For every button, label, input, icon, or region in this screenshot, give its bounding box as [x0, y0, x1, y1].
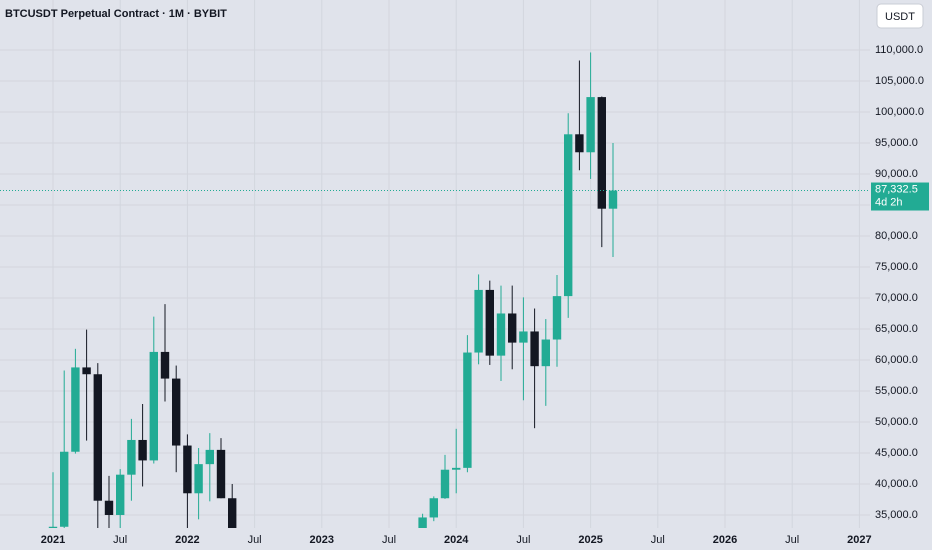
candle-body	[172, 378, 181, 446]
x-tick-label: Jul	[785, 534, 799, 546]
candle-body	[564, 134, 573, 297]
y-tick-label: 70,000.0	[875, 292, 918, 304]
x-tick-label: Jul	[248, 534, 262, 546]
candle-body	[496, 313, 506, 356]
candle-body	[586, 97, 595, 153]
last-price-box	[871, 182, 929, 211]
x-tick-label: Jul	[382, 534, 396, 546]
candle-body	[608, 190, 618, 209]
x-tick-label: 2022	[175, 534, 199, 546]
candle-body	[104, 500, 114, 515]
candle-body	[485, 289, 494, 356]
x-tick-label: Jul	[651, 534, 665, 546]
currency-label[interactable]: USDT	[885, 11, 915, 23]
candle-body	[429, 498, 438, 518]
candle-body	[216, 449, 226, 499]
candle-body	[71, 367, 80, 452]
currency-button[interactable]	[876, 3, 924, 29]
candle-body	[82, 367, 91, 375]
candle-body	[552, 296, 562, 340]
x-tick-label: 2025	[578, 534, 602, 546]
candle-body	[160, 351, 170, 379]
x-tick-label: Jul	[516, 534, 530, 546]
y-tick-label: 100,000.0	[875, 106, 924, 118]
y-tick-label: 75,000.0	[875, 261, 918, 273]
chart-title: BTCUSDT Perpetual Contract · 1M · BYBIT	[5, 8, 227, 20]
candle-body	[48, 526, 58, 528]
countdown-label: 4d 2h	[875, 196, 903, 208]
y-tick-label: 40,000.0	[875, 478, 918, 490]
candle-body	[519, 331, 528, 343]
y-tick-label: 35,000.0	[875, 509, 918, 521]
y-tick-label: 65,000.0	[875, 323, 918, 335]
candle-body	[149, 351, 158, 461]
y-tick-label: 50,000.0	[875, 416, 918, 428]
candle-body	[60, 451, 69, 527]
candle-body	[463, 352, 472, 468]
candle-body	[597, 97, 606, 209]
candle-body	[183, 445, 192, 494]
y-tick-label: 60,000.0	[875, 354, 918, 366]
y-tick-label: 110,000.0	[875, 44, 923, 56]
y-tick-label: 45,000.0	[875, 447, 918, 459]
x-tick-label: Jul	[113, 534, 127, 546]
x-tick-label: 2024	[444, 534, 469, 546]
candle-body	[138, 439, 147, 461]
candle-body	[205, 449, 214, 465]
axes: 35,000.0 40,000.0 45,000.0 50,000.0 55,000.0…	[41, 44, 929, 546]
candle-body	[541, 339, 550, 367]
candle-body	[418, 517, 427, 528]
y-tick-label: 80,000.0	[875, 230, 918, 242]
candle-body	[474, 289, 483, 353]
y-tick-label: 105,000.0	[875, 75, 924, 87]
candle-body	[194, 464, 203, 494]
candle-body	[508, 313, 517, 343]
candle-body	[440, 469, 450, 499]
candle-body	[575, 134, 584, 153]
y-tick-label: 90,000.0	[875, 168, 918, 180]
y-tick-label: 95,000.0	[875, 137, 918, 149]
x-tick-label: 2026	[713, 534, 737, 546]
candle-body	[93, 374, 102, 501]
last-price-label: 87,332.5	[875, 183, 918, 195]
candle-body	[116, 474, 125, 515]
candle-body	[530, 331, 539, 367]
x-tick-label: 2027	[847, 534, 871, 546]
candle-body	[228, 498, 237, 528]
candle-body	[127, 439, 136, 475]
x-tick-label: 2023	[310, 534, 334, 546]
y-tick-label: 55,000.0	[875, 385, 918, 397]
x-tick-label: 2021	[41, 534, 65, 546]
candle-body	[452, 467, 461, 470]
plot-area	[0, 52, 870, 528]
